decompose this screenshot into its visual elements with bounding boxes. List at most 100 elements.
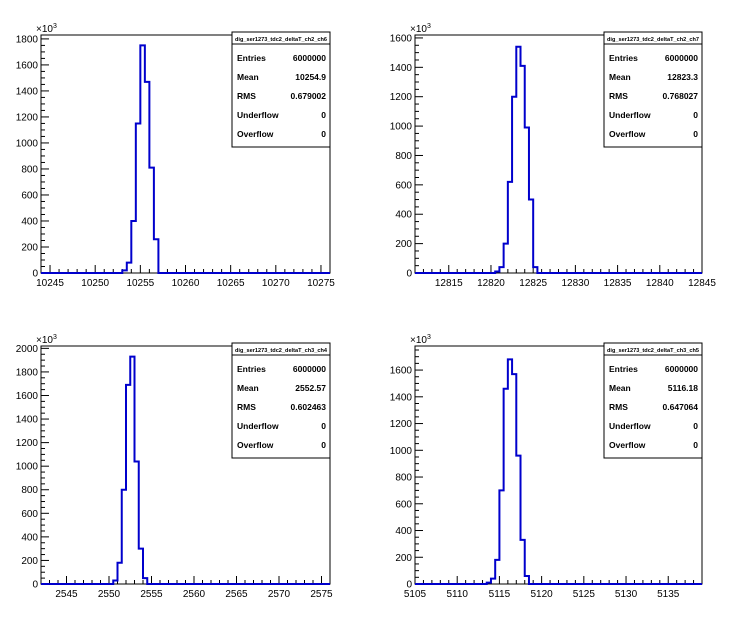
stats-box — [231, 31, 331, 148]
y-tick-label: 600 — [395, 180, 412, 191]
stats-value-mean: 10254.9 — [295, 72, 326, 82]
y-tick-label: 400 — [21, 532, 38, 543]
x-tick-label: 10270 — [262, 278, 290, 289]
x-tick-label: 10250 — [81, 278, 109, 289]
stats-value-rms: 0.647064 — [663, 402, 699, 412]
x-tick-label: 5120 — [530, 589, 553, 600]
stats-value-mean: 2552.57 — [295, 383, 326, 393]
histogram-pad-1: 10245 10250 10255 10260 10265 10270 10275 0 200 4… — [16, 23, 336, 289]
y-tick-label: 0 — [406, 580, 412, 591]
histogram-pad-2: 12815 12820 12825 12830 12835 12840 12845 0 200 4… — [390, 23, 717, 289]
y-tick-label: 800 — [21, 164, 38, 175]
x-tick-label: 2555 — [140, 589, 163, 600]
y-tick-label: 400 — [395, 210, 412, 221]
y-multiplier-text: ×10 — [36, 335, 53, 346]
stats-title: dig_ser1273_tdc2_deltaT_ch2_ch7 — [607, 37, 699, 43]
y-tick-label: 1400 — [390, 392, 413, 403]
y-tick-label: 1400 — [390, 63, 413, 74]
x-tick-label: 10260 — [172, 278, 200, 289]
y-multiplier-text: ×10 — [36, 24, 53, 35]
stats-value-underflow: 0 — [321, 421, 326, 431]
stats-value-entries: 6000000 — [665, 364, 698, 374]
y-tick-label: 1600 — [390, 33, 413, 44]
y-exponent-label: ×103 — [410, 334, 431, 346]
histogram-line — [41, 355, 330, 585]
x-tick-label: 12835 — [604, 278, 632, 289]
stats-value-rms: 0.768027 — [663, 91, 699, 101]
x-tick-label: 12840 — [646, 278, 674, 289]
stats-value-underflow: 0 — [693, 421, 698, 431]
stats-value-rms: 0.679002 — [291, 91, 327, 101]
x-tick-label: 12830 — [561, 278, 589, 289]
x-tick-label: 5135 — [657, 589, 680, 600]
y-tick-label: 200 — [21, 242, 38, 253]
stats-box — [603, 342, 703, 459]
y-tick-label: 1000 — [16, 462, 39, 473]
histogram-pad-3: 2545 2550 2555 2560 2565 2570 2575 0 200 400 600 80… — [16, 334, 333, 600]
stats-value-overflow: 0 — [321, 129, 326, 139]
y-multiplier-text: ×10 — [410, 335, 427, 346]
stats-value-mean: 5116.18 — [668, 383, 699, 393]
stats-label-overflow: Overflow — [237, 129, 274, 139]
stats-label-rms: RMS — [237, 402, 256, 412]
stats-label-underflow: Underflow — [609, 110, 651, 120]
y-tick-label: 0 — [406, 269, 412, 280]
y-tick-label: 0 — [32, 269, 38, 280]
x-tick-label: 10265 — [217, 278, 245, 289]
stats-label-underflow: Underflow — [609, 421, 651, 431]
x-tick-label: 12825 — [519, 278, 547, 289]
stats-label-rms: RMS — [237, 91, 256, 101]
y-tick-label: 600 — [21, 509, 38, 520]
stats-value-underflow: 0 — [693, 110, 698, 120]
stats-title: dig_ser1273_tdc2_deltaT_ch2_ch6 — [235, 37, 327, 43]
histogram-line — [415, 358, 702, 585]
histogram-line — [41, 44, 330, 274]
x-tick-label: 12815 — [435, 278, 463, 289]
y-tick-label: 400 — [21, 216, 38, 227]
y-exponent-text: 3 — [53, 23, 57, 30]
x-tick-label: 10245 — [36, 278, 64, 289]
stats-title: dig_ser1273_tdc2_deltaT_ch3_ch4 — [235, 348, 328, 354]
stats-label-rms: RMS — [609, 91, 628, 101]
histogram-pad-4: 5105 5110 5115 5120 5125 5130 5135 0 200 400 600 80… — [390, 334, 703, 600]
x-tick-label: 5125 — [573, 589, 596, 600]
y-tick-label: 1400 — [16, 86, 39, 97]
stats-label-entries: Entries — [237, 364, 266, 374]
x-tick-label: 2575 — [310, 589, 333, 600]
y-tick-label: 2000 — [16, 344, 39, 355]
y-tick-label: 600 — [395, 499, 412, 510]
stats-label-overflow: Overflow — [237, 440, 274, 450]
x-tick-label: 2550 — [98, 589, 121, 600]
stats-title: dig_ser1273_tdc2_deltaT_ch3_ch5 — [607, 348, 699, 354]
x-tick-label: 2565 — [225, 589, 248, 600]
stats-box — [231, 342, 331, 459]
y-tick-label: 800 — [21, 485, 38, 496]
stats-value-mean: 12823.3 — [667, 72, 698, 82]
stats-value-rms: 0.602463 — [291, 402, 327, 412]
y-tick-label: 0 — [32, 580, 38, 591]
y-exponent-label: ×103 — [36, 334, 57, 346]
y-tick-label: 1200 — [16, 112, 39, 123]
stats-label-underflow: Underflow — [237, 110, 279, 120]
y-tick-label: 1800 — [16, 367, 39, 378]
stats-label-entries: Entries — [609, 53, 638, 63]
stats-label-overflow: Overflow — [609, 440, 646, 450]
stats-box — [603, 31, 703, 148]
x-tick-label: 10275 — [307, 278, 335, 289]
y-tick-label: 600 — [21, 190, 38, 201]
y-tick-label: 1200 — [390, 419, 413, 430]
y-tick-label: 1600 — [390, 366, 413, 377]
stats-label-mean: Mean — [237, 383, 259, 393]
stats-value-overflow: 0 — [693, 440, 698, 450]
y-tick-label: 1800 — [16, 34, 39, 45]
stats-label-entries: Entries — [609, 364, 638, 374]
stats-label-mean: Mean — [237, 72, 259, 82]
x-tick-label: 5110 — [446, 589, 468, 600]
y-tick-label: 200 — [395, 239, 412, 250]
y-tick-label: 1000 — [390, 122, 413, 133]
stats-value-underflow: 0 — [321, 110, 326, 120]
y-exponent-text: 3 — [427, 334, 431, 341]
histogram-bin — [508, 359, 512, 584]
stats-value-entries: 6000000 — [293, 53, 326, 63]
